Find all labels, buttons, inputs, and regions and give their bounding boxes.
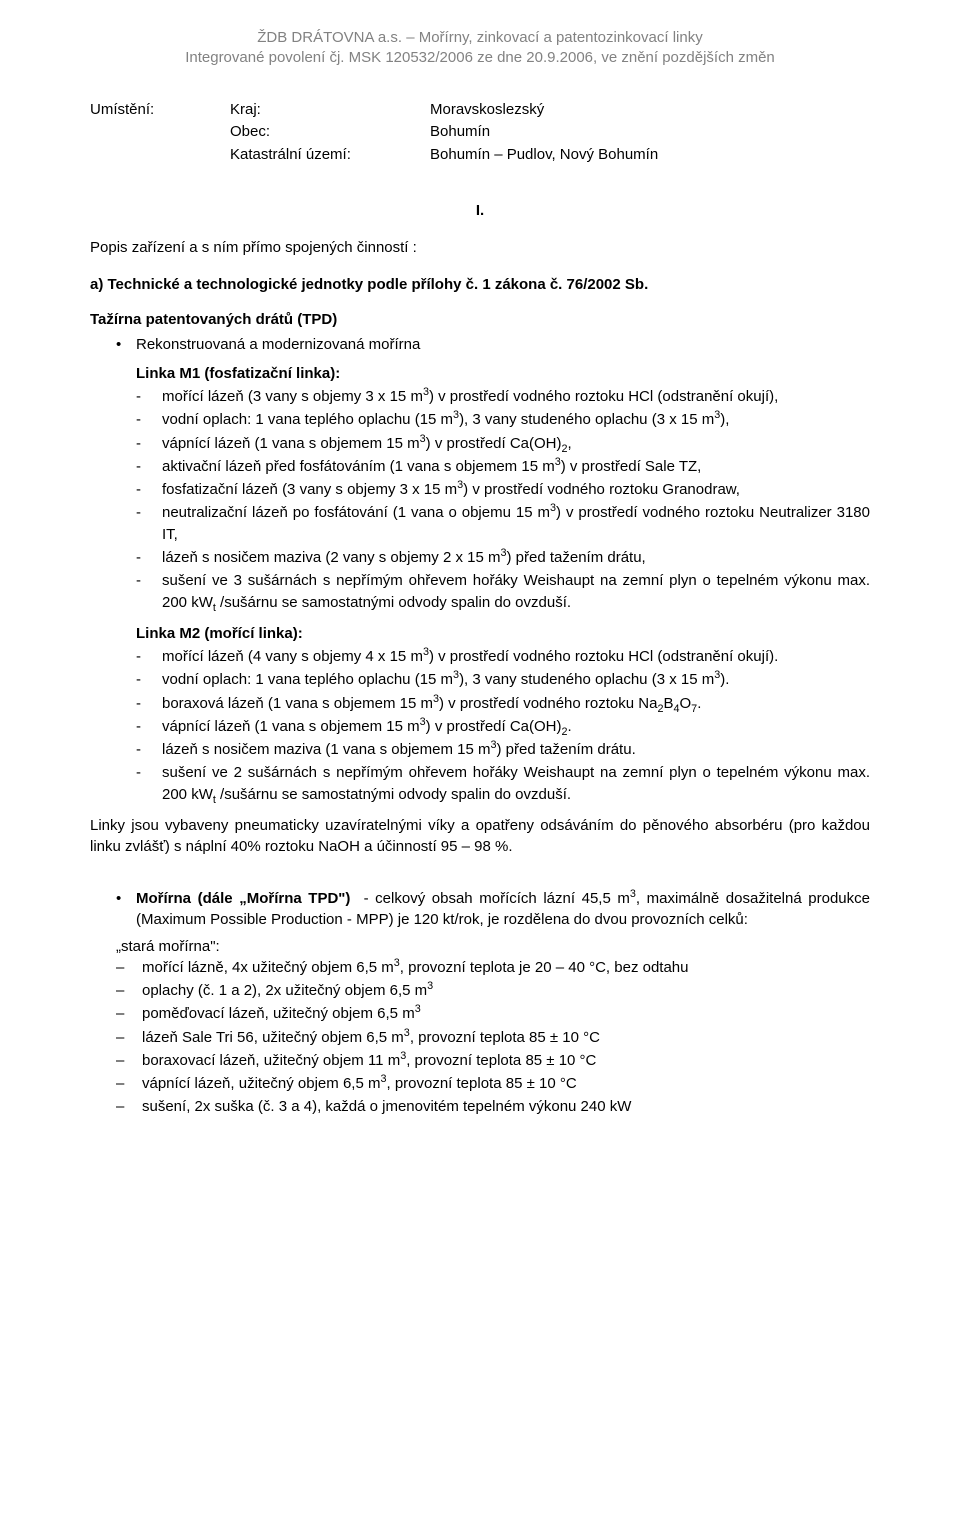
rekonstr-bullet-text: Rekonstruovaná a modernizovaná mořírna <box>136 336 420 353</box>
m2-item-3: vápnící lázeň (1 vana s objemem 15 m3) v… <box>136 716 870 737</box>
linka-m1-title: Linka M1 (fosfatizační linka): <box>136 363 870 384</box>
stara-item-1: oplachy (č. 1 a 2), 2x užitečný objem 6,… <box>116 980 870 1001</box>
stara-item-4: boraxovací lázeň, užitečný objem 11 m3, … <box>116 1050 870 1071</box>
loc-key-1: Obec: <box>230 121 390 144</box>
stara-morirna-list: mořící lázně, 4x užitečný objem 6,5 m3, … <box>90 957 870 1118</box>
m1-item-7: sušení ve 3 sušárnách s nepřímým ohřevem… <box>136 570 870 613</box>
location-keys: Kraj: Obec: Katastrální území: <box>230 99 390 167</box>
stara-item-2: poměďovací lázeň, užitečný objem 6,5 m3 <box>116 1003 870 1024</box>
linka-m1-list: mořící lázeň (3 vany s objemy 3 x 15 m3)… <box>136 386 870 613</box>
m2-item-0: mořící lázeň (4 vany s objemy 4 x 15 m3)… <box>136 646 870 667</box>
rekonstr-bullet: Rekonstruovaná a modernizovaná mořírna L… <box>116 334 870 805</box>
m1-item-2: vápnící lázeň (1 vana s objemem 15 m3) v… <box>136 433 870 454</box>
document-page: ŽDB DRÁTOVNA a.s. – Mořírny, zinkovací a… <box>0 0 960 1168</box>
loc-val-2: Bohumín – Pudlov, Nový Bohumín <box>430 144 658 167</box>
loc-key-0: Kraj: <box>230 99 390 122</box>
a-line: a) Technické a technologické jednotky po… <box>90 274 870 295</box>
header-main: ŽDB DRÁTOVNA a.s. – Mořírny, zinkovací a… <box>90 28 870 48</box>
m1-item-4: fosfatizační lázeň (3 vany s objemy 3 x … <box>136 479 870 500</box>
stara-item-0: mořící lázně, 4x užitečný objem 6,5 m3, … <box>116 957 870 978</box>
linka-m2-title: Linka M2 (mořící linka): <box>136 623 870 644</box>
stara-item-6: sušení, 2x suška (č. 3 a 4), každá o jme… <box>116 1096 870 1117</box>
document-header: ŽDB DRÁTOVNA a.s. – Mořírny, zinkovací a… <box>90 28 870 69</box>
description-title: Popis zařízení a s ním přímo spojených č… <box>90 239 870 256</box>
loc-key-2: Katastrální území: <box>230 144 390 167</box>
stara-morirna-title: „stará mořírna": <box>116 938 870 955</box>
tazirna-heading: Tažírna patentovaných drátů (TPD) <box>90 311 870 328</box>
m1-item-0: mořící lázeň (3 vany s objemy 3 x 15 m3)… <box>136 386 870 407</box>
linka-m2-list: mořící lázeň (4 vany s objemy 4 x 15 m3)… <box>136 646 870 805</box>
m1-item-6: lázeň s nosičem maziva (2 vany s objemy … <box>136 547 870 568</box>
m2-item-1: vodní oplach: 1 vana teplého oplachu (15… <box>136 669 870 690</box>
loc-val-0: Moravskoslezský <box>430 99 658 122</box>
m2-item-4: lázeň s nosičem maziva (1 vana s objemem… <box>136 739 870 760</box>
location-values: Moravskoslezský Bohumín Bohumín – Pudlov… <box>430 99 658 167</box>
linky-paragraph: Linky jsou vybaveny pneumaticky uzavírat… <box>90 815 870 858</box>
section-number: I. <box>90 202 870 219</box>
m1-item-1: vodní oplach: 1 vana teplého oplachu (15… <box>136 409 870 430</box>
stara-item-5: vápnící lázeň, užitečný objem 6,5 m3, pr… <box>116 1073 870 1094</box>
morirna-bullet: Mořírna (dále „Mořírna TPD") - celkový o… <box>116 888 870 930</box>
header-sub: Integrované povolení čj. MSK 120532/2006… <box>90 48 870 68</box>
loc-val-1: Bohumín <box>430 121 658 144</box>
m2-item-2: boraxová lázeň (1 vana s objemem 15 m3) … <box>136 693 870 714</box>
m1-item-5: neutralizační lázeň po fosfátování (1 va… <box>136 502 870 545</box>
morirna-bullet-text: Mořírna (dále „Mořírna TPD") - celkový o… <box>136 890 870 928</box>
morirna-list: Mořírna (dále „Mořírna TPD") - celkový o… <box>90 888 870 930</box>
m2-item-5: sušení ve 2 sušárnách s nepřímým ohřevem… <box>136 762 870 805</box>
tazirna-list: Rekonstruovaná a modernizovaná mořírna L… <box>90 334 870 805</box>
m1-item-3: aktivační lázeň před fosfátováním (1 van… <box>136 456 870 477</box>
location-label: Umístění: <box>90 99 190 167</box>
location-block: Umístění: Kraj: Obec: Katastrální území:… <box>90 99 870 167</box>
stara-item-3: lázeň Sale Tri 56, užitečný objem 6,5 m3… <box>116 1027 870 1048</box>
